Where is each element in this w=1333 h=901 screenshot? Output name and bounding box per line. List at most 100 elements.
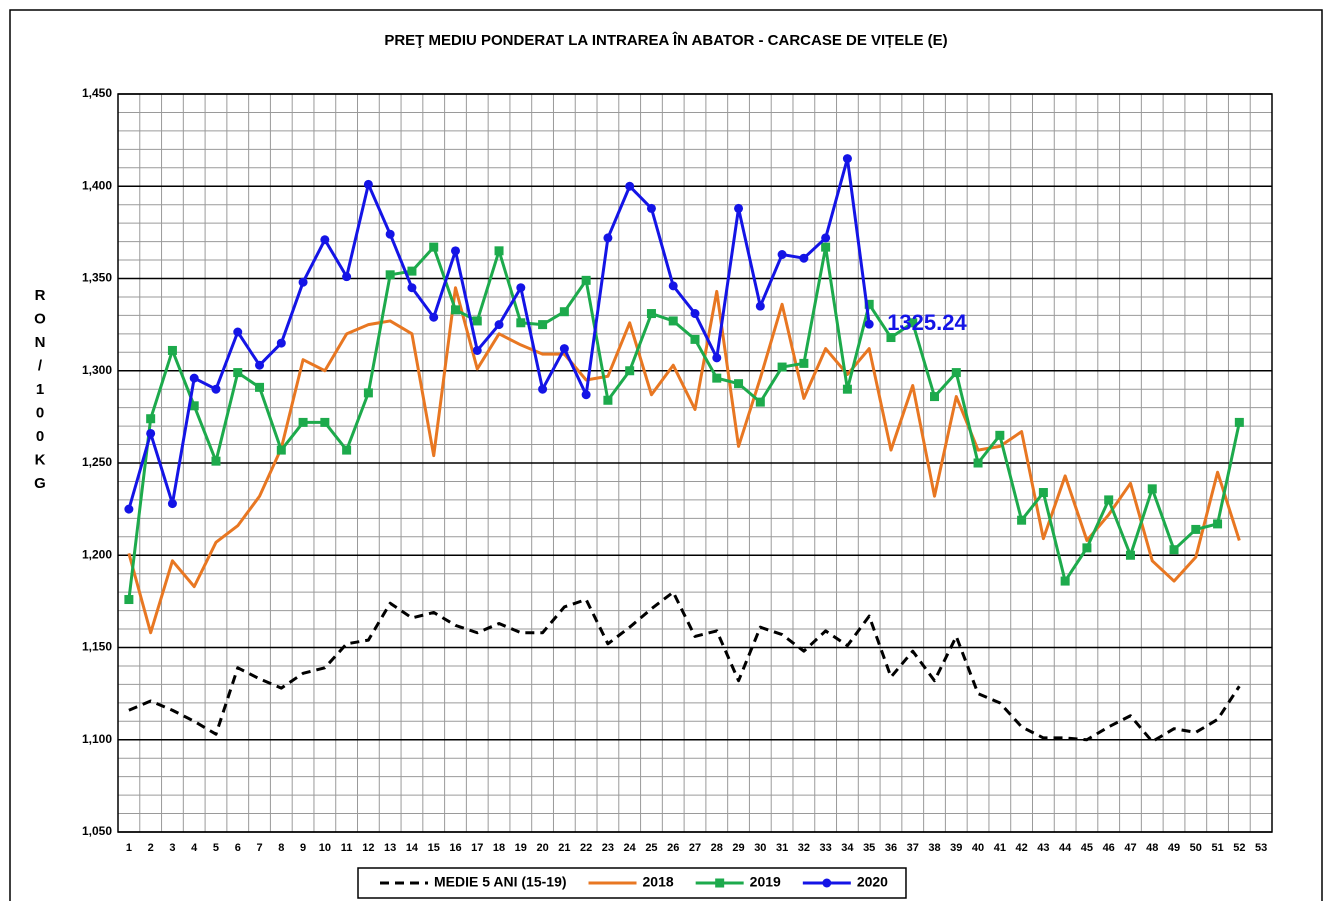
point-marker — [516, 283, 526, 293]
x-tick-label: 14 — [406, 842, 419, 854]
point-marker — [472, 316, 482, 326]
point-marker — [559, 344, 569, 354]
x-tick-label: 43 — [1037, 842, 1049, 854]
point-marker — [538, 320, 548, 330]
point-marker — [233, 368, 243, 378]
point-marker — [603, 233, 613, 243]
point-marker — [581, 390, 591, 400]
x-tick-label: 35 — [863, 842, 875, 854]
x-tick-label: 34 — [841, 842, 854, 854]
x-tick-label: 7 — [256, 842, 262, 854]
x-tick-label: 4 — [191, 842, 198, 854]
x-tick-label: 21 — [558, 842, 570, 854]
x-tick-label: 53 — [1255, 842, 1267, 854]
x-tick-label: 39 — [950, 842, 962, 854]
point-marker — [276, 338, 286, 348]
x-tick-label: 52 — [1233, 842, 1245, 854]
point-marker — [712, 353, 722, 363]
point-marker — [189, 401, 199, 411]
series-line — [127, 245, 1241, 600]
point-marker — [146, 428, 156, 438]
y-tick-label: 1,350 — [82, 271, 112, 285]
point-marker — [821, 242, 831, 252]
x-tick-label: 3 — [169, 842, 175, 854]
point-marker — [407, 266, 417, 276]
legend-label: 2020 — [857, 874, 888, 890]
x-tick-label: 2 — [148, 842, 154, 854]
x-tick-label: 5 — [213, 842, 219, 854]
x-tick-label: 1 — [126, 842, 132, 854]
point-marker — [146, 414, 156, 424]
x-tick-label: 25 — [645, 842, 657, 854]
point-marker — [690, 334, 700, 344]
point-marker — [363, 388, 373, 398]
point-marker — [407, 283, 417, 293]
point-marker — [1213, 519, 1223, 529]
point-marker — [298, 417, 308, 427]
point-marker — [886, 333, 896, 343]
point-marker — [755, 301, 765, 311]
point-marker — [516, 318, 526, 328]
point-marker — [625, 181, 635, 191]
point-marker — [124, 504, 134, 514]
x-tick-label: 33 — [820, 842, 832, 854]
point-marker — [342, 445, 352, 455]
x-tick-label: 23 — [602, 842, 614, 854]
point-marker — [712, 373, 722, 383]
x-tick-label: 8 — [278, 842, 284, 854]
point-marker — [995, 430, 1005, 440]
x-tick-label: 16 — [449, 842, 461, 854]
x-tick-label: 9 — [300, 842, 306, 854]
x-tick-label: 27 — [689, 842, 701, 854]
point-marker — [429, 312, 439, 322]
point-marker — [951, 368, 961, 378]
x-tick-label: 6 — [235, 842, 241, 854]
point-marker — [799, 253, 809, 263]
point-marker — [581, 275, 591, 285]
point-marker — [799, 358, 809, 368]
point-marker — [1169, 545, 1179, 555]
plot-border — [117, 93, 1273, 833]
point-marker — [276, 445, 286, 455]
x-tick-label: 18 — [493, 842, 505, 854]
point-marker — [320, 417, 330, 427]
point-marker — [233, 327, 243, 337]
point-marker — [842, 384, 852, 394]
x-tick-label: 13 — [384, 842, 396, 854]
point-marker — [734, 379, 744, 389]
x-tick-label: 44 — [1059, 842, 1072, 854]
point-marker — [167, 499, 177, 509]
x-tick-label: 11 — [341, 842, 353, 854]
point-marker — [755, 397, 765, 407]
point-marker — [385, 270, 395, 280]
point-marker — [668, 281, 678, 291]
x-tick-label: 42 — [1015, 842, 1027, 854]
point-marker — [298, 277, 308, 287]
x-tick-label: 17 — [471, 842, 483, 854]
point-marker — [211, 384, 221, 394]
y-tick-label: 1,200 — [82, 547, 112, 561]
point-marker — [429, 242, 439, 252]
point-marker — [930, 392, 940, 402]
point-marker — [255, 382, 265, 392]
legend-marker — [715, 878, 725, 888]
point-marker — [167, 345, 177, 355]
point-marker — [1147, 484, 1157, 494]
x-tick-label: 36 — [885, 842, 897, 854]
y-tick-label: 1,250 — [82, 455, 112, 469]
series-line — [128, 590, 1241, 744]
legend-label: 2018 — [643, 874, 674, 890]
x-tick-label: 10 — [319, 842, 331, 854]
x-tick-label: 47 — [1124, 842, 1136, 854]
y-axis-label: R O N/1 0 0 K G — [34, 287, 46, 492]
point-marker — [450, 305, 460, 315]
point-marker — [646, 309, 656, 319]
x-tick-label: 26 — [667, 842, 679, 854]
y-tick-label: 1,050 — [82, 824, 112, 838]
chart-title: PREŢ MEDIU PONDERAT LA INTRAREA ÎN ABATO… — [384, 31, 947, 49]
point-marker — [777, 362, 787, 372]
x-tick-label: 51 — [1211, 842, 1223, 854]
point-marker — [450, 246, 460, 256]
point-marker — [255, 360, 265, 370]
